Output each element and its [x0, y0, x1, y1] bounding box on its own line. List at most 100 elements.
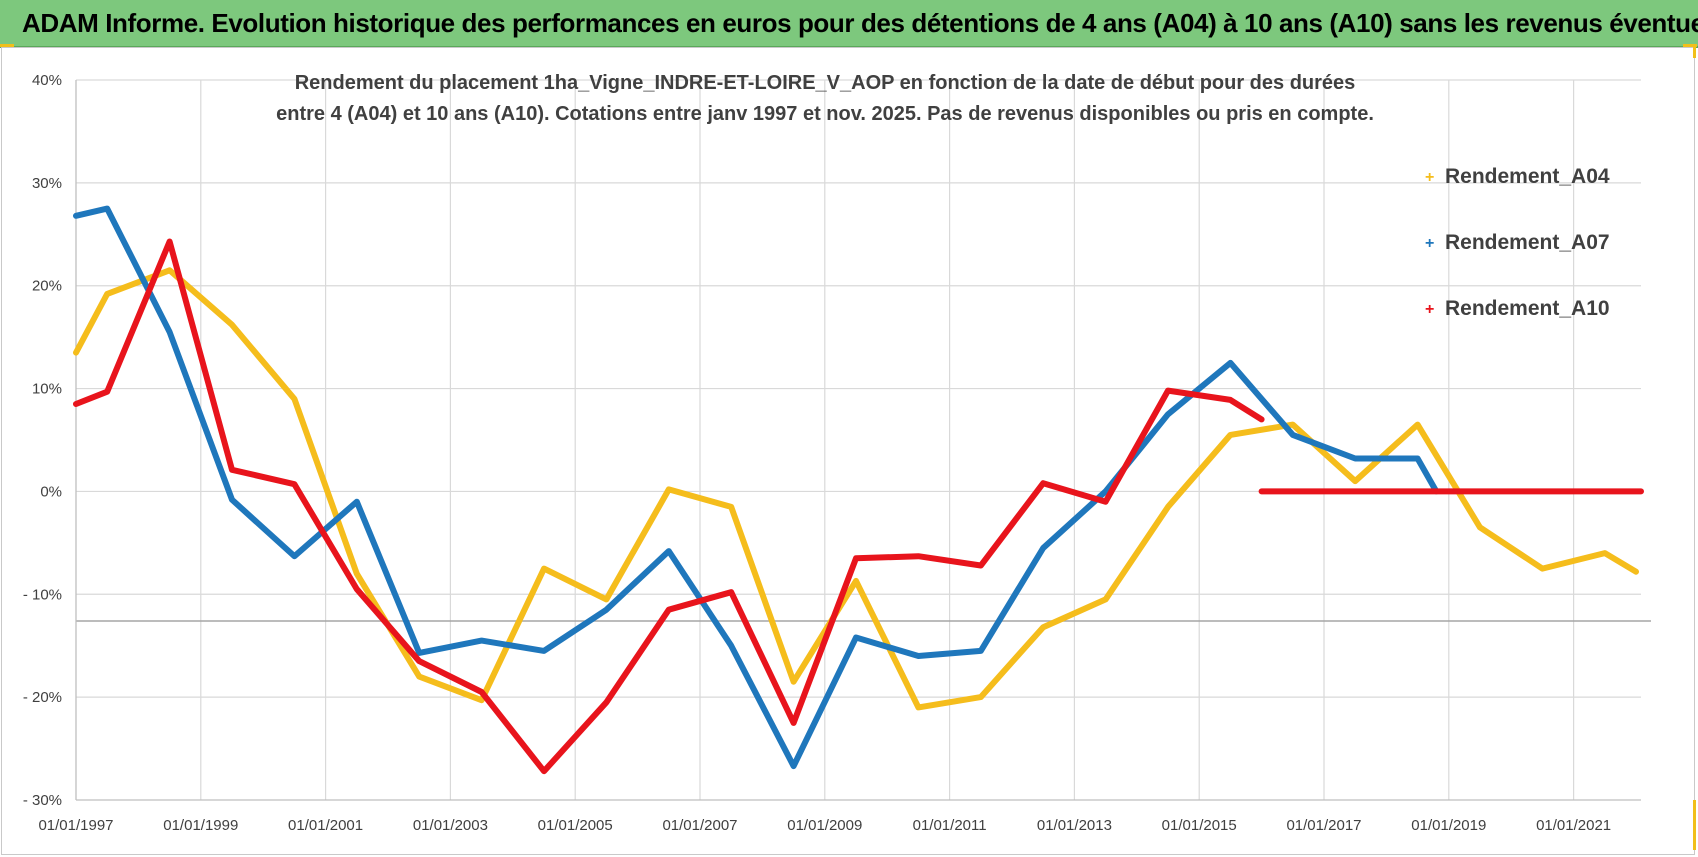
data-point-rendement-a10 — [667, 608, 671, 612]
x-tick-label: 01/01/2003 — [413, 817, 488, 834]
y-tick-label: - 30% — [23, 792, 62, 809]
x-tick-label: 01/01/2009 — [787, 817, 862, 834]
corner-mark-top-right — [1683, 44, 1697, 47]
data-point-rendement-a10 — [1228, 398, 1232, 402]
chart-frame — [1, 47, 1695, 855]
data-point-rendement-a04 — [1540, 567, 1544, 571]
data-point-rendement-a07 — [792, 764, 796, 768]
corner-mark-bottom-right — [1693, 800, 1696, 850]
data-point-rendement-a07 — [854, 636, 858, 639]
data-point-rendement-a04 — [542, 567, 546, 571]
legend-label-a07: Rendement_A07 — [1445, 231, 1610, 254]
data-point-rendement-a04 — [417, 675, 421, 679]
data-point-rendement-a10 — [105, 390, 109, 394]
x-tick-label: 01/01/2019 — [1411, 817, 1486, 834]
data-point-rendement-a04 — [480, 698, 484, 702]
data-point-rendement-a07 — [480, 639, 484, 643]
chart-title-line-2: entre 4 (A04) et 10 ans (A10). Cotations… — [276, 103, 1374, 125]
data-point-rendement-a07 — [1166, 412, 1170, 416]
data-point-rendement-a04 — [355, 572, 359, 576]
data-point-rendement-a07 — [292, 554, 296, 558]
data-point-rendement-a07 — [1353, 457, 1357, 460]
data-point-rendement-a10 — [1639, 489, 1643, 493]
x-tick-labels: 01/01/1997 01/01/1999 01/01/2001 01/01/2003… — [38, 817, 1611, 834]
y-tick-label: 10% — [32, 381, 62, 398]
data-point-rendement-a07 — [168, 330, 172, 334]
y-tick-label: 30% — [32, 175, 62, 192]
data-point-rendement-a10 — [168, 240, 172, 243]
data-point-rendement-a10 — [1041, 481, 1045, 485]
data-point-rendement-a04 — [729, 505, 733, 509]
y-tick-labels: 40% 30% 20% 10% 0% - 10% - 20% - 30% — [23, 72, 62, 809]
data-point-rendement-a04 — [1603, 551, 1607, 555]
data-point-rendement-a10 — [916, 554, 920, 558]
data-point-rendement-a07 — [1041, 546, 1045, 550]
x-tick-label: 01/01/1997 — [38, 817, 113, 834]
data-point-rendement-a04 — [854, 579, 858, 583]
data-point-rendement-a10 — [1260, 417, 1264, 421]
data-point-rendement-a10 — [292, 482, 296, 486]
legend-marker-a04: + — [1425, 169, 1435, 186]
data-point-rendement-a04 — [979, 695, 983, 699]
x-tick-label: 01/01/2015 — [1162, 817, 1237, 834]
data-point-rendement-a04 — [292, 397, 296, 401]
data-point-rendement-a10 — [1166, 389, 1170, 393]
data-point-rendement-a07 — [1291, 433, 1295, 437]
data-point-rendement-a07 — [604, 608, 608, 612]
data-point-rendement-a04 — [105, 292, 109, 296]
data-point-rendement-a10 — [979, 564, 983, 567]
data-point-rendement-a07 — [916, 654, 920, 658]
data-point-rendement-a04 — [1416, 423, 1420, 427]
x-tick-label: 01/01/2011 — [913, 817, 987, 834]
data-point-rendement-a10 — [729, 590, 733, 594]
data-point-rendement-a04 — [1353, 479, 1357, 483]
series-line-rendement-a07 — [73, 205, 1440, 770]
y-tick-label: 40% — [32, 72, 62, 89]
data-point-rendement-a10 — [74, 402, 78, 406]
x-tick-label: 01/01/2013 — [1037, 817, 1112, 834]
banner-title: ADAM Informe. Evolution historique des p… — [22, 8, 1698, 38]
y-tick-label: 20% — [32, 278, 62, 295]
data-point-rendement-a04 — [792, 680, 796, 684]
x-tick-label: 01/01/2007 — [662, 817, 737, 834]
y-tick-label: - 20% — [23, 689, 62, 706]
x-tick-label: 01/01/2017 — [1286, 817, 1361, 834]
y-tick-label: - 10% — [23, 586, 62, 603]
data-point-rendement-a07 — [1104, 489, 1108, 493]
header-banner: ADAM Informe. Evolution historique des p… — [0, 0, 1698, 48]
y-tick-label: 0% — [40, 483, 62, 500]
data-point-rendement-a04 — [74, 351, 78, 355]
data-point-rendement-a10 — [230, 468, 234, 472]
axes — [75, 80, 1641, 801]
data-point-rendement-a07 — [355, 500, 359, 504]
data-point-rendement-a04 — [230, 323, 234, 327]
data-point-rendement-a04 — [1166, 505, 1170, 509]
data-point-rendement-a04 — [1228, 433, 1232, 437]
x-tick-label: 01/01/2021 — [1536, 817, 1611, 834]
legend-label-a10: Rendement_A10 — [1445, 297, 1610, 320]
data-point-rendement-a07 — [729, 644, 733, 648]
data-point-rendement-a04 — [1478, 525, 1482, 529]
data-point-rendement-a07 — [542, 649, 546, 653]
data-point-rendement-a04 — [916, 705, 920, 709]
x-tick-label: 01/01/1999 — [163, 817, 238, 834]
data-point-rendement-a07 — [230, 498, 234, 502]
data-point-rendement-a07 — [1416, 457, 1420, 460]
x-tick-label: 01/01/2005 — [538, 817, 613, 834]
legend-marker-a07: + — [1425, 235, 1435, 252]
data-point-rendement-a04 — [1104, 597, 1108, 601]
corner-mark-right — [1693, 44, 1696, 58]
data-point-rendement-a10 — [604, 700, 608, 704]
data-point-rendement-a04 — [1634, 570, 1638, 574]
data-point-rendement-a04 — [667, 487, 671, 491]
chart-title: Rendement du placement 1ha_Vigne_INDRE-E… — [260, 68, 1390, 130]
data-point-rendement-a10 — [792, 721, 796, 725]
data-point-rendement-a10 — [854, 556, 858, 560]
data-point-rendement-a10 — [542, 769, 546, 773]
data-point-rendement-a07 — [667, 549, 671, 553]
data-point-rendement-a04 — [168, 268, 172, 272]
data-point-rendement-a07 — [417, 651, 421, 655]
legend-marker-a10: + — [1425, 301, 1435, 318]
chart-title-line-1: Rendement du placement 1ha_Vigne_INDRE-E… — [294, 72, 1356, 94]
